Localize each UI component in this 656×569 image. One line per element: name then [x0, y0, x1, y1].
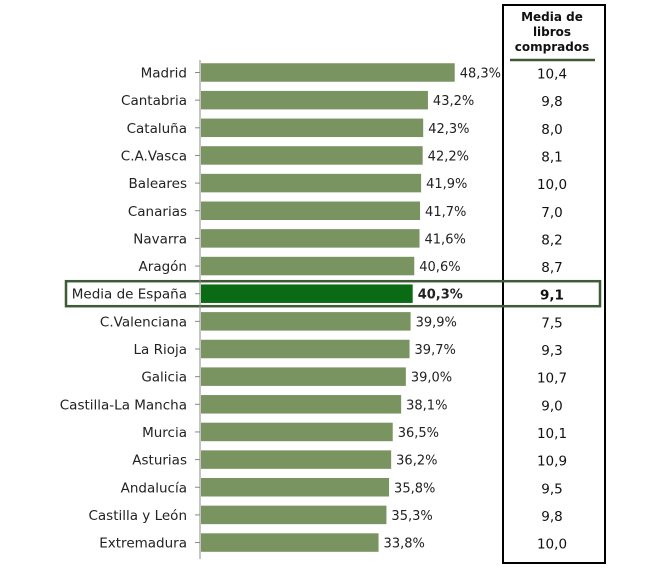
table-value: 9,1 — [540, 288, 564, 304]
bar-highlight — [201, 284, 413, 303]
table-value: 7,0 — [541, 205, 562, 221]
data-label: 43,2% — [433, 94, 474, 109]
highlight-row-border — [64, 279, 602, 308]
table-value: 9,0 — [541, 398, 562, 414]
category-label: Canarias — [128, 204, 187, 220]
bar — [201, 367, 406, 386]
data-label: 33,8% — [384, 537, 425, 552]
table-value: 9,3 — [541, 343, 562, 359]
category-label: Extremadura — [99, 536, 187, 552]
bar — [201, 450, 392, 469]
table-value: 10,7 — [537, 371, 567, 387]
category-label: Cantabria — [121, 93, 187, 109]
bar — [201, 90, 428, 110]
table-value: 10,9 — [537, 454, 567, 470]
table-value: 10,0 — [537, 537, 567, 553]
table-value: 9,8 — [541, 509, 562, 525]
bar — [201, 395, 402, 414]
data-label: 35,8% — [394, 481, 435, 496]
table-value: 7,5 — [541, 315, 562, 331]
category-label: Media de España — [72, 287, 187, 303]
data-label: 40,6% — [419, 260, 460, 275]
bar — [201, 173, 422, 193]
category-label: La Rioja — [134, 342, 188, 358]
table-value: 9,8 — [541, 94, 562, 110]
bar — [201, 505, 387, 525]
category-label: Madrid — [141, 66, 187, 82]
data-label: 40,3% — [418, 288, 463, 303]
bar — [201, 533, 379, 552]
data-label: 38,1% — [406, 398, 447, 413]
category-label: Andalucía — [121, 480, 187, 496]
category-label: Asturias — [132, 453, 187, 469]
bar — [201, 312, 411, 331]
category-label: Cataluña — [127, 121, 187, 137]
bar — [201, 256, 415, 276]
bar — [201, 422, 393, 442]
data-label: 39,9% — [416, 315, 457, 330]
data-label: 41,6% — [425, 232, 466, 247]
bar — [201, 229, 420, 248]
data-label: 39,7% — [415, 343, 456, 358]
table-box — [502, 4, 606, 564]
table-value: 10,0 — [537, 177, 567, 193]
bar — [201, 339, 410, 359]
table-value: 10,4 — [537, 67, 567, 83]
category-label: C.A.Vasca — [121, 148, 187, 164]
table-value: 10,1 — [537, 426, 567, 442]
category-label: Castilla-La Mancha — [60, 397, 187, 413]
data-label: 42,2% — [428, 149, 469, 164]
data-label: 42,3% — [428, 122, 469, 137]
table-value: 8,0 — [541, 122, 562, 138]
table-value: 9,5 — [541, 481, 562, 497]
bar — [201, 478, 390, 497]
category-label: Castilla y León — [88, 508, 187, 524]
data-label: 48,3% — [460, 67, 501, 82]
data-label: 39,0% — [411, 371, 452, 386]
bar — [201, 118, 424, 138]
table-header-line: Media de — [521, 10, 583, 24]
data-label: 41,9% — [426, 177, 467, 192]
data-label: 36,2% — [396, 454, 437, 469]
category-label: Galicia — [141, 370, 187, 386]
data-label: 41,7% — [425, 205, 466, 220]
category-label: C.Valenciana — [100, 314, 187, 330]
table-header-line: comprados — [515, 40, 589, 54]
table-header-line: libros — [533, 25, 571, 39]
table-value: 8,1 — [541, 149, 562, 165]
bar — [201, 63, 455, 82]
data-label: 35,3% — [391, 509, 432, 524]
category-label: Navarra — [133, 231, 187, 247]
category-label: Aragón — [139, 259, 187, 275]
bar — [201, 201, 421, 220]
table-value: 8,7 — [541, 260, 562, 276]
data-label: 36,5% — [398, 426, 439, 441]
chart-rows: Madrid 48,3% 10,4 Cantabria 43,2% 9,8 Cataluña… — [60, 63, 602, 553]
category-label: Baleares — [129, 176, 187, 192]
category-label: Murcia — [142, 425, 187, 441]
table-value: 8,2 — [541, 232, 562, 248]
bar — [201, 146, 423, 165]
